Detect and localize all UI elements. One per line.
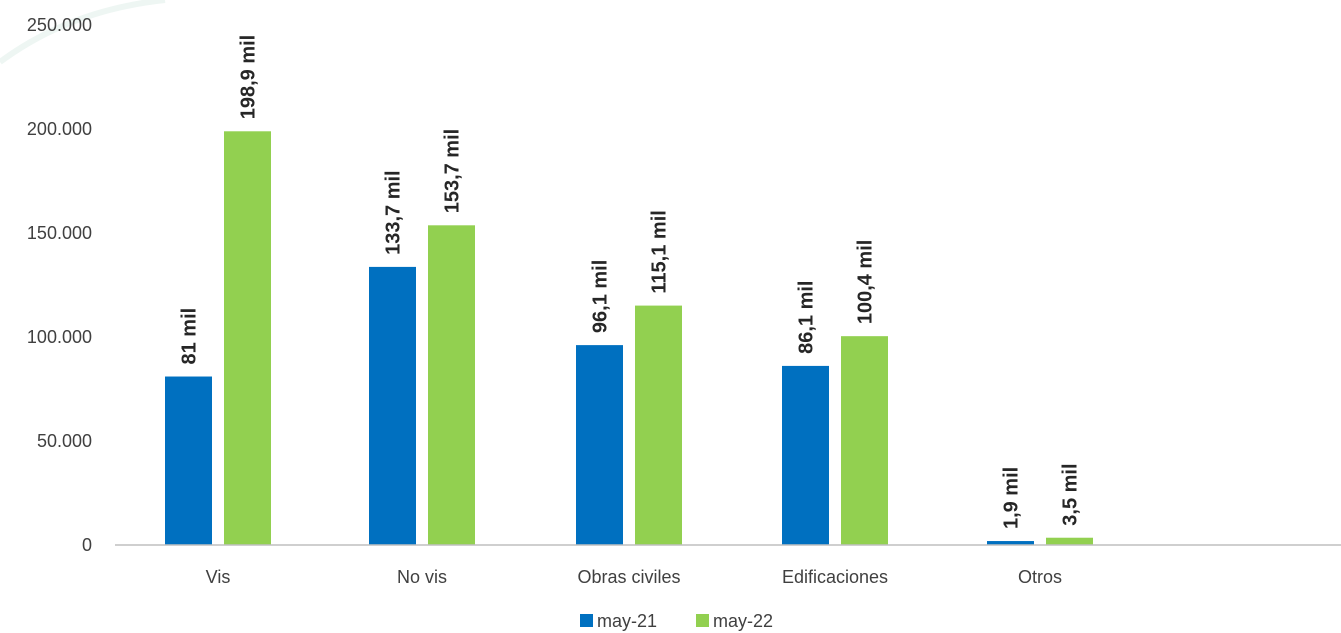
data-label: 153,7 mil bbox=[442, 129, 464, 214]
legend-swatch bbox=[696, 614, 709, 627]
data-label: 198,9 mil bbox=[238, 35, 260, 120]
x-axis: Vis No vis Obras civiles Edificaciones Otros bbox=[115, 544, 1341, 587]
bar bbox=[428, 225, 475, 545]
data-label: 1,9 mil bbox=[1001, 467, 1023, 529]
bar bbox=[635, 305, 682, 545]
data-label: 81 mil bbox=[179, 308, 201, 365]
bar bbox=[841, 336, 888, 545]
data-labels: 81 mil 198,9 mil 133,7 mil 153,7 mil 96,1 mi… bbox=[179, 35, 1082, 529]
y-axis: 0 50.000 100.000 150.000 200.000 250.000 bbox=[27, 15, 92, 555]
legend-label: may-21 bbox=[597, 611, 657, 631]
bar bbox=[576, 345, 623, 545]
y-tick-label: 0 bbox=[82, 535, 92, 555]
bar bbox=[224, 131, 271, 545]
x-tick-label: Vis bbox=[206, 567, 231, 587]
bar bbox=[987, 541, 1034, 545]
y-tick-label: 100.000 bbox=[27, 327, 92, 347]
x-tick-label: Obras civiles bbox=[577, 567, 680, 587]
data-label: 133,7 mil bbox=[383, 170, 405, 255]
x-tick-label: Otros bbox=[1018, 567, 1062, 587]
bar bbox=[369, 266, 416, 545]
legend: may-21 may-22 bbox=[580, 611, 773, 631]
data-label: 86,1 mil bbox=[796, 281, 818, 354]
x-tick-label: Edificaciones bbox=[782, 567, 888, 587]
bars bbox=[165, 131, 1093, 545]
y-tick-label: 150.000 bbox=[27, 223, 92, 243]
bar bbox=[782, 365, 829, 545]
data-label: 115,1 mil bbox=[649, 210, 671, 293]
x-tick-label: No vis bbox=[397, 567, 447, 587]
decorative-arc bbox=[0, 0, 166, 65]
legend-label: may-22 bbox=[713, 611, 773, 631]
legend-swatch bbox=[580, 614, 593, 627]
data-label: 3,5 mil bbox=[1060, 463, 1082, 525]
bar bbox=[1046, 537, 1093, 545]
bar bbox=[165, 376, 212, 545]
y-tick-label: 200.000 bbox=[27, 119, 92, 139]
y-tick-label: 50.000 bbox=[37, 431, 92, 451]
data-label: 100,4 mil bbox=[855, 240, 877, 325]
y-tick-label: 250.000 bbox=[27, 15, 92, 35]
data-label: 96,1 mil bbox=[590, 260, 612, 333]
